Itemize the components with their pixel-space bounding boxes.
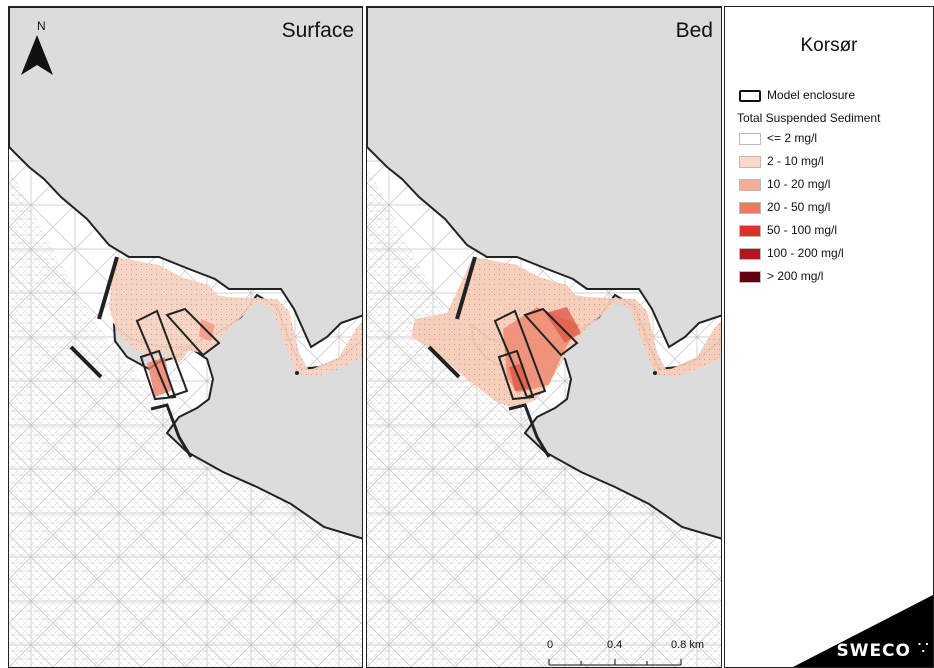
legend-label: 10 - 20 mg/l [767, 177, 831, 191]
scale-label-0: 0 [547, 639, 554, 651]
map-panel-surface: N Surface [8, 6, 363, 668]
legend-label: <= 2 mg/l [767, 131, 818, 145]
legend-panel: Korsør Model enclosure Total Suspended S… [724, 6, 934, 668]
legend-swatch [739, 224, 761, 237]
pier-south [150, 403, 193, 458]
pier-1 [135, 309, 189, 399]
legend-label: 50 - 100 mg/l [767, 223, 838, 237]
pier-2 [165, 307, 221, 357]
legend-heading: Total Suspended Sediment [737, 111, 881, 125]
brand-name: SWECO [836, 641, 911, 661]
legend-swatch [739, 270, 761, 283]
legend-item: 20 - 50 mg/l [739, 200, 830, 216]
north-arrow-icon: N [17, 13, 57, 83]
pier-1 [493, 309, 547, 399]
map-panel-bed: Bed 0 0.4 0.8 km [366, 6, 722, 668]
breakwater-west [97, 256, 119, 320]
enclosure-swatch [739, 89, 761, 102]
legend-swatch [739, 247, 761, 260]
bed-map [367, 7, 721, 667]
scale-label-1: 0.4 [607, 639, 623, 651]
mesh-fine [9, 167, 362, 667]
legend-swatch [739, 178, 761, 191]
marker-point [295, 371, 299, 375]
sweco-logo-icon: ∵ [917, 638, 929, 658]
legend-swatch [739, 132, 761, 145]
pier-south [508, 403, 551, 458]
legend-title: Korsør [800, 35, 858, 56]
mesh-in-harbour [109, 257, 362, 377]
surface-map [9, 7, 362, 667]
legend-swatch [739, 155, 761, 168]
legend-item: 100 - 200 mg/l [739, 246, 844, 262]
legend-label: 2 - 10 mg/l [767, 154, 824, 168]
legend-item: > 200 mg/l [739, 269, 823, 285]
legend-item: 2 - 10 mg/l [739, 154, 824, 170]
pier-3 [139, 349, 177, 401]
legend-item: 10 - 20 mg/l [739, 177, 830, 193]
marker-point [653, 371, 657, 375]
mesh-fine [367, 167, 721, 667]
legend-item: <= 2 mg/l [739, 131, 817, 147]
panel-title-surface: Surface [281, 19, 354, 42]
legend-label: 20 - 50 mg/l [767, 200, 831, 214]
pier-2 [523, 307, 579, 357]
legend-swatch [739, 201, 761, 214]
scale-bar: 0 0.4 0.8 km [547, 639, 715, 667]
legend-enclosure: Model enclosure [739, 88, 855, 102]
legend-label: 100 - 200 mg/l [767, 246, 844, 260]
scale-label-2: 0.8 km [671, 639, 705, 651]
north-label: N [37, 19, 46, 33]
breakwater-detached [69, 345, 103, 379]
brand-block: SWECO ∵ [725, 595, 933, 667]
breakwater-detached [427, 345, 461, 379]
panel-title-bed: Bed [675, 19, 713, 42]
breakwater-west [455, 256, 477, 320]
legend-item: 50 - 100 mg/l [739, 223, 837, 239]
pier-3 [497, 349, 535, 401]
enclosure-label: Model enclosure [767, 88, 856, 102]
legend-label: > 200 mg/l [767, 269, 824, 283]
sediment-plume-high [545, 307, 581, 343]
